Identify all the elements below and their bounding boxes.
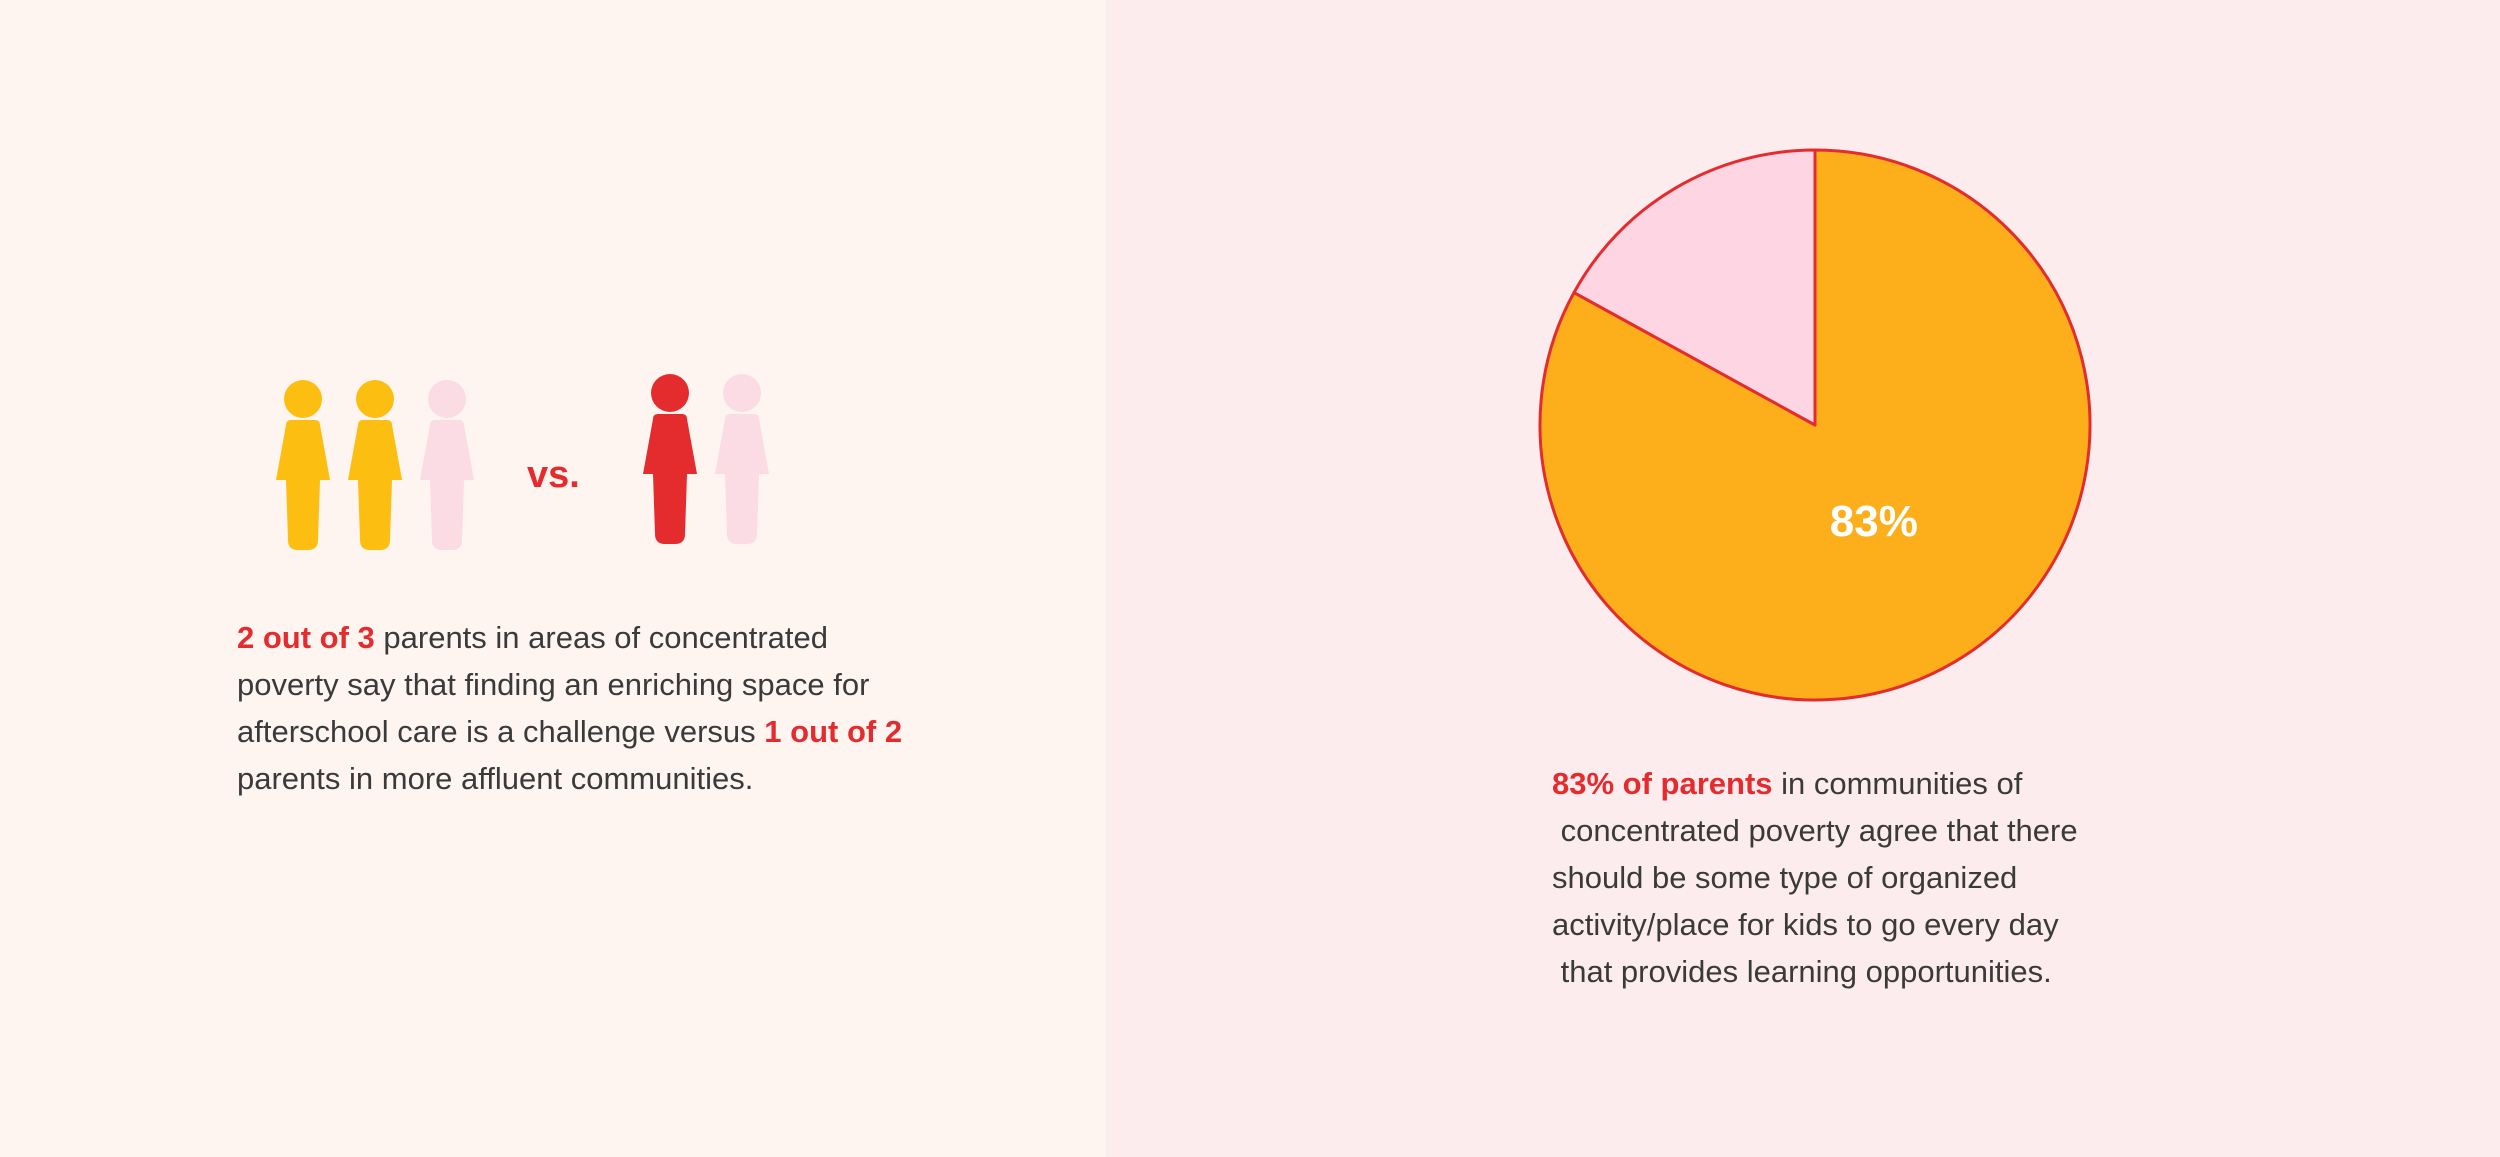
highlight-83-percent: 83% of parents — [1552, 766, 1773, 801]
person-icon-gold — [348, 380, 402, 550]
person-icon-red — [643, 374, 697, 544]
caption-line: activity/place for kids to go every day — [1552, 907, 2059, 942]
highlight-one-of-two: 1 out of 2 — [764, 714, 903, 749]
comparison-statement: 2 out of 3 parents in areas of concentra… — [237, 614, 902, 802]
person-icon-pale — [420, 380, 474, 550]
caption-line: concentrated poverty agree that there — [1552, 813, 2078, 848]
person-icon-gold — [276, 380, 330, 550]
left-panel — [0, 0, 1106, 1157]
statement-line: 2 out of 3 parents in areas of concentra… — [237, 614, 902, 661]
caption-line: should be some type of organized — [1552, 860, 2018, 895]
caption-line: 83% of parents in communities of — [1552, 760, 2078, 807]
caption-line: that provides learning opportunities. — [1552, 954, 2052, 989]
statement-text: parents in areas of concentrated — [374, 620, 829, 655]
person-icon-pale — [715, 374, 769, 544]
pie-caption: 83% of parents in communities of concent… — [1552, 760, 2078, 995]
vs-label: vs. — [527, 454, 580, 496]
highlight-two-of-three: 2 out of 3 — [237, 620, 375, 655]
statement-line: parents in more affluent communities. — [237, 761, 754, 796]
pie-slice-0 — [1538, 148, 2092, 702]
statement-text: afterschool care is a challenge versus — [237, 714, 765, 749]
pie-slice-label: 83% — [1830, 497, 1918, 546]
pie-slice-1 — [1572, 148, 1817, 427]
people-comparison: vs. — [272, 374, 792, 570]
pie-chart: 83% — [1538, 148, 2092, 702]
caption-text: in communities of — [1772, 766, 2023, 801]
statement-line: afterschool care is a challenge versus 1… — [237, 708, 902, 755]
statement-line: poverty say that finding an enriching sp… — [237, 667, 870, 702]
